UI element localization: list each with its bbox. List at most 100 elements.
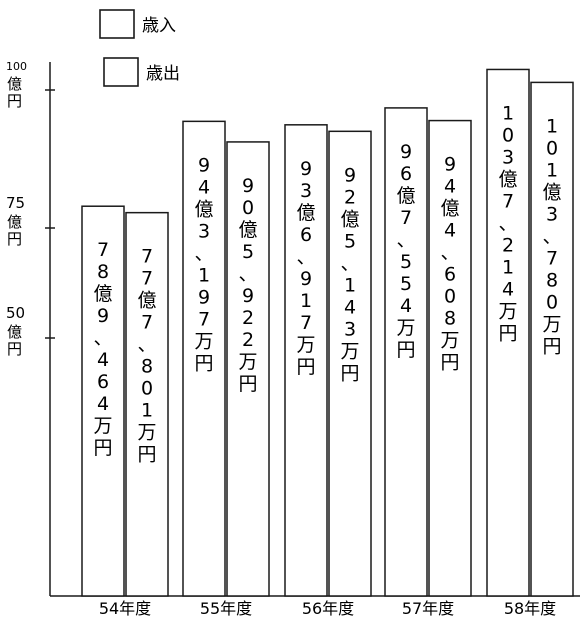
legend-label-expenditure: 歳出 <box>146 64 180 84</box>
bar-label-char: 万 <box>238 351 257 373</box>
bar-label-char: 9 <box>444 154 456 176</box>
bar-label-char: 7 <box>97 239 109 261</box>
bar-label-char: 円 <box>440 352 459 374</box>
bar-label-char: 4 <box>198 176 210 198</box>
bar-label-char: 3 <box>198 220 210 242</box>
bar-label-char: 7 <box>502 190 514 212</box>
bar-label-char: 0 <box>141 378 153 400</box>
bars: 78億9、464万円77億7、801万円94億3、197万円90億5、922万円… <box>81 68 574 597</box>
y-tick-unit-char: 億 <box>7 323 22 341</box>
bar-label-char: 2 <box>344 186 356 208</box>
bar-label-char: 6 <box>400 163 412 185</box>
bar-label-char: 、 <box>238 263 257 285</box>
bar-label-char: 1 <box>502 256 514 278</box>
bar-label-char: 9 <box>242 175 254 197</box>
bar-label-char: 、 <box>296 246 315 268</box>
x-tick-label: 56年度 <box>302 599 354 618</box>
bar-label-char: 3 <box>300 180 312 202</box>
bar-label-char: 2 <box>242 329 254 351</box>
bar-label-char: 億 <box>498 168 517 190</box>
bar-label-char: 7 <box>141 246 153 268</box>
bar-label-char: 9 <box>300 158 312 180</box>
bar-label-char: 1 <box>546 159 558 181</box>
bar-label-char: 億 <box>396 185 415 207</box>
bar-label-char: 7 <box>198 308 210 330</box>
bar-label-char: 9 <box>198 286 210 308</box>
bar-label-char: 4 <box>444 220 456 242</box>
bar-label-char: 億 <box>296 202 315 224</box>
y-tick-unit-char: 億 <box>7 213 22 231</box>
bar-label-char: 0 <box>546 291 558 313</box>
bar-label-char: 、 <box>340 252 359 274</box>
bar-label-char: 億 <box>542 181 561 203</box>
x-labels: 54年度 55年度 56年度 57年度 58年度 <box>99 599 556 618</box>
legend-swatch-expenditure <box>103 57 139 87</box>
bar-label-char: 7 <box>141 268 153 290</box>
bar-label-char: 3 <box>344 318 356 340</box>
bar-label-char: 万 <box>440 330 459 352</box>
bar-label-char: 、 <box>93 327 112 349</box>
bar-label-char: 4 <box>344 296 356 318</box>
bar-revenue <box>384 107 428 597</box>
bar-label-char: 億 <box>194 198 213 220</box>
bar-label-char: 1 <box>300 290 312 312</box>
bar-label-char: 0 <box>546 137 558 159</box>
y-tick-number: 50 <box>6 304 25 322</box>
bar-label-char: 円 <box>296 356 315 378</box>
bar-label-char: 万 <box>137 422 156 444</box>
bar-label-char: 5 <box>400 273 412 295</box>
y-tick-number: 100 <box>6 60 27 73</box>
bar-label-char: 、 <box>194 242 213 264</box>
bar-label-char: 円 <box>93 437 112 459</box>
y-tick-number: 75 <box>6 194 25 212</box>
bar-label-char: 0 <box>242 197 254 219</box>
bar-label-char: 3 <box>502 146 514 168</box>
bar-label-char: 、 <box>440 242 459 264</box>
bar-label-char: 万 <box>296 334 315 356</box>
bar-expenditure <box>428 119 472 597</box>
bar-label-char: 円 <box>194 352 213 374</box>
bar-label-char: 億 <box>137 290 156 312</box>
bar-label-char: 4 <box>444 176 456 198</box>
bar-label-char: 、 <box>396 229 415 251</box>
bar-label-char: 9 <box>97 305 109 327</box>
bar-label-char: 万 <box>542 313 561 335</box>
legend-swatch-revenue <box>99 9 135 39</box>
bar-label-char: 1 <box>502 102 514 124</box>
bar-revenue <box>486 68 530 597</box>
bar-expenditure <box>328 130 372 597</box>
bar-label-char: 8 <box>444 308 456 330</box>
bar-label-char: 9 <box>242 285 254 307</box>
bar-label-char: 8 <box>546 269 558 291</box>
bar-label-char: 1 <box>546 115 558 137</box>
bar-label-char: 1 <box>198 264 210 286</box>
bar-label-char: 万 <box>93 415 112 437</box>
bar-label-char: 9 <box>300 268 312 290</box>
y-tick-unit-char: 円 <box>7 230 22 248</box>
bar-label-char: 、 <box>137 334 156 356</box>
bar-label-char: 5 <box>242 241 254 263</box>
bar-label-char: 億 <box>340 208 359 230</box>
bar-label-char: 7 <box>546 247 558 269</box>
bar-label-char: 8 <box>97 261 109 283</box>
bar-label-char: 0 <box>502 124 514 146</box>
y-tick-unit-char: 円 <box>7 92 22 110</box>
bar-label-char: 2 <box>502 234 514 256</box>
bar-label-char: 1 <box>344 274 356 296</box>
bar-label-char: 7 <box>400 207 412 229</box>
bar-label-char: 4 <box>97 349 109 371</box>
bar-label-char: 5 <box>400 251 412 273</box>
bar-label-char: 2 <box>242 307 254 329</box>
bar-label-char: 6 <box>97 371 109 393</box>
x-tick-label: 58年度 <box>504 599 556 618</box>
bar-label-char: 0 <box>444 286 456 308</box>
x-tick-label: 55年度 <box>200 599 252 618</box>
bar-expenditure <box>226 141 270 597</box>
bar-label-char: 6 <box>300 224 312 246</box>
x-tick-label: 57年度 <box>402 599 454 618</box>
legend-label-revenue: 歳入 <box>142 16 176 36</box>
bar-label-char: 4 <box>97 393 109 415</box>
bar-expenditure <box>530 81 574 597</box>
